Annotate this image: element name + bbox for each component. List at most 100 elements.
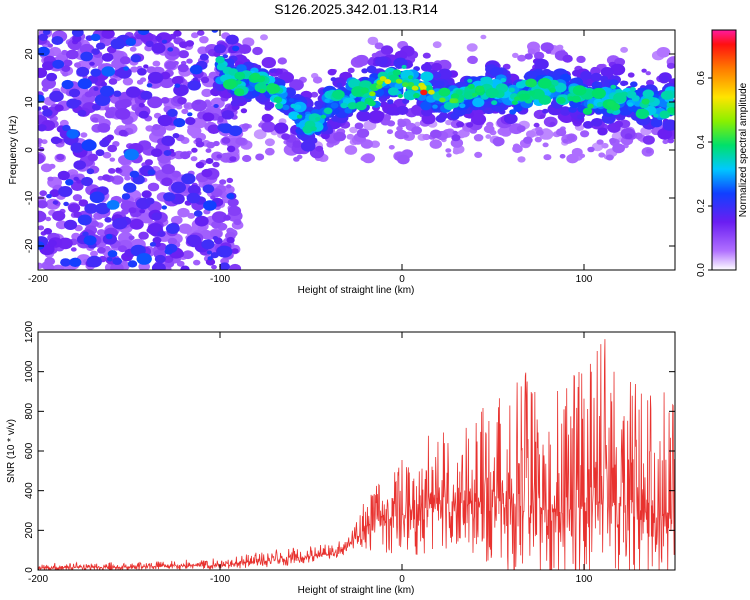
spectral-cell [540,42,554,53]
spectral-cell [91,117,99,123]
spectral-cell [68,203,81,213]
spectral-cell [485,134,492,139]
spectral-cell [157,230,166,237]
spectral-cell [432,41,442,49]
spectral-cell [101,53,114,62]
spectrogram-x-label: Height of straight line (km) [298,285,415,296]
spectral-cell [492,136,505,147]
spectral-cell [421,63,432,72]
x-tick-label: -100 [210,574,230,585]
spectral-cell [344,107,353,114]
spectral-cell [189,64,203,75]
spectral-cell [123,66,129,71]
spectral-cell [100,81,108,87]
spectral-cell [486,121,494,128]
spectral-cell [211,264,217,270]
spectral-cell [445,119,453,126]
spectral-cell [86,255,102,268]
spectral-cell [591,118,603,127]
spectral-cell [525,130,536,138]
spectral-cell [226,177,234,183]
spectral-cell [215,56,225,64]
spectral-cell [89,61,95,66]
spectral-cell [205,148,212,153]
spectral-cell [179,151,191,160]
spectral-cell [115,108,131,120]
spectral-cell [511,100,518,105]
colorbar-tick-label: 0.6 [696,71,707,85]
spectral-cell [542,142,549,148]
spectral-cell [110,262,124,270]
spectral-cell [572,85,587,96]
snr-panel: -200 -100 0 100 0 200 400 600 800 1000 1200 Heigh… [6,320,676,596]
x-tick-label: 100 [576,574,593,585]
spectral-cell [354,122,364,130]
spectral-cell [52,210,66,221]
spectral-cell [241,123,250,130]
spectral-cell [151,262,166,270]
spectral-cell [394,50,408,61]
spectral-cell [60,258,71,267]
spectral-cell [77,109,87,117]
spectral-cell [38,225,45,231]
spectral-cell [601,142,609,149]
spectral-cell [402,82,409,88]
x-tick-label: 100 [576,274,593,285]
spectral-cell [91,48,100,55]
spectral-cell [49,189,60,198]
spectral-cell [347,67,355,74]
spectral-cell [432,104,438,109]
spectral-cell [211,211,228,224]
spectral-cell [545,49,552,54]
spectral-cell [320,114,327,119]
spectral-cell [143,64,149,69]
spectral-cell [45,216,52,222]
spectral-cell [549,87,556,93]
spectral-cell [38,33,48,41]
spectral-cell [144,159,153,166]
spectral-cell [344,145,358,155]
spectral-cell [186,58,193,64]
spectral-cell [600,67,614,78]
spectral-cell [531,88,545,100]
spectral-cell [367,100,376,107]
spectral-cell [324,98,330,103]
spectral-cell [140,90,153,100]
spectral-cell [403,134,409,139]
spectral-cell [149,242,156,247]
spectral-cell [242,154,252,163]
spectral-cell [129,170,140,178]
spectral-cell [577,114,584,120]
spectral-cell [259,88,266,94]
spectral-cell [296,114,303,119]
spectral-cell [348,78,361,89]
spectral-cell [376,79,384,85]
spectral-cell [459,103,466,109]
spectral-cell [624,133,633,140]
spectral-cell [128,207,137,214]
spectral-cell [108,78,118,85]
spectral-cell [587,146,595,153]
spectral-cell [583,121,594,129]
spectral-cell [43,228,53,235]
spectral-cell [161,97,170,104]
spectral-cell [637,108,643,114]
spectral-cell [81,176,93,187]
spectral-cell [165,223,180,234]
spectral-cell [537,78,552,89]
spectral-cell [642,135,655,145]
spectral-cell [627,102,634,107]
spectral-cell [260,34,268,41]
spectral-cell [591,87,606,99]
spectral-cell [120,98,132,108]
spectral-cell [51,264,65,270]
spectral-cell [533,122,540,128]
spectral-cell [266,83,281,94]
spectral-cell [367,36,379,46]
spectral-cell [124,148,139,161]
spectral-cell [500,78,507,83]
spectral-cell [662,119,675,131]
spectral-cell [432,72,442,79]
y-tick-label: -10 [24,190,35,205]
